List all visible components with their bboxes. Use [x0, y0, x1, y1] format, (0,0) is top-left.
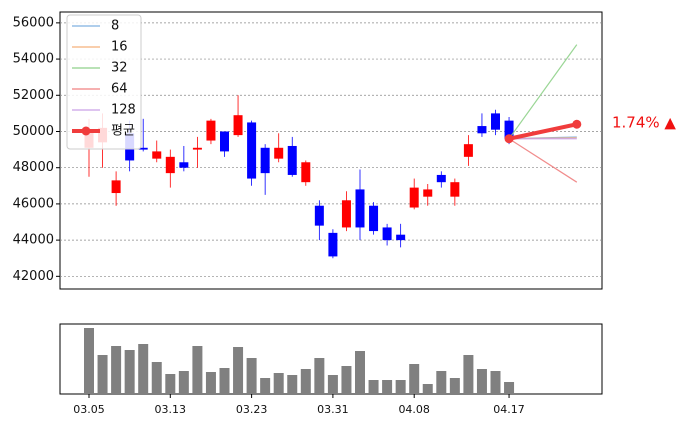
annotation: 1.74% ▲: [612, 114, 676, 132]
candle-body: [287, 145, 297, 175]
legend-marker: [81, 126, 91, 136]
legend-box: [66, 14, 142, 150]
volume-bar: [178, 371, 189, 394]
volume-bar: [382, 380, 393, 394]
volume-bar: [490, 371, 501, 394]
volume-bar: [422, 384, 433, 394]
volume-bar: [476, 369, 487, 394]
volume-bar: [355, 351, 365, 394]
candle-body: [409, 187, 419, 208]
y-tick-label: 52000: [13, 88, 54, 103]
candle-body: [491, 113, 500, 130]
legend-label: 평균: [111, 124, 135, 139]
volume-bar: [463, 355, 474, 394]
candle-body: [341, 200, 351, 228]
candle-body: [436, 174, 446, 183]
projection-point: [504, 134, 514, 144]
y-tick-label: 54000: [13, 52, 54, 67]
volume-bar: [341, 366, 352, 394]
candle-body: [450, 182, 460, 197]
y-tick-label: 46000: [13, 196, 54, 211]
volume-bar: [273, 373, 284, 394]
volume-bar: [260, 378, 271, 394]
volume-bar: [205, 372, 216, 394]
candle-body: [192, 147, 202, 150]
candle-body: [233, 115, 243, 136]
volume-bar: [395, 380, 406, 394]
candle-body: [423, 189, 433, 197]
candle-body: [152, 151, 162, 159]
volume-bar: [219, 368, 230, 394]
candle-body: [301, 162, 311, 183]
volume-bar: [287, 375, 298, 394]
candle-body: [477, 126, 487, 134]
volume-bar: [165, 374, 176, 394]
x-tick-label: 04.17: [493, 403, 525, 416]
projection-line: [508, 122, 578, 141]
volume-bar: [409, 364, 420, 394]
y-tick-label: 56000: [13, 15, 54, 30]
projection-line: [508, 44, 578, 140]
y-tick-label: 44000: [13, 233, 54, 248]
candle-body: [111, 180, 121, 194]
volume-bar: [327, 375, 338, 394]
candle-body: [138, 147, 148, 150]
y-tick-label: 50000: [13, 124, 54, 139]
x-tick-label: 03.05: [73, 403, 105, 416]
volume-bar: [436, 371, 447, 394]
candle-body: [504, 120, 514, 139]
candle-body: [463, 144, 473, 157]
volume-bar: [84, 328, 94, 394]
projection-line: [508, 138, 578, 183]
candle-body: [206, 120, 216, 141]
legend-label: 16: [111, 40, 128, 55]
marks: [84, 44, 582, 394]
volume-bar: [192, 346, 203, 394]
candle-body: [328, 232, 338, 257]
volume-bar: [233, 347, 244, 394]
candle-body: [179, 162, 189, 168]
legend: 8 16 32 64 128 평균: [66, 14, 142, 150]
y-tick-label: 48000: [13, 160, 54, 175]
volume-bar: [300, 369, 311, 394]
candle-body: [274, 147, 284, 159]
volume-bar: [368, 380, 379, 394]
legend-label: 64: [111, 82, 128, 97]
volume-bar: [97, 355, 108, 394]
x-tick-label: 03.23: [236, 403, 268, 416]
candle-body: [369, 205, 379, 232]
volume-bar: [124, 350, 135, 394]
legend-label: 128: [111, 103, 136, 118]
volume-bar: [504, 382, 515, 394]
candle-body: [220, 131, 229, 152]
candle-body: [314, 205, 324, 226]
x-tick-label: 03.13: [155, 403, 187, 416]
candle-body: [165, 156, 175, 174]
price-frame: [59, 11, 603, 290]
candle-body: [396, 234, 406, 241]
volume-bar: [111, 346, 122, 394]
x-tick-label: 04.08: [398, 403, 430, 416]
volume-bar: [246, 358, 257, 394]
candle-body: [247, 122, 257, 179]
volume-bar: [138, 344, 149, 394]
volume-bar: [314, 358, 325, 394]
y-tick-label: 42000: [13, 269, 54, 284]
x-tick-label: 03.31: [317, 403, 349, 416]
legend-label: 8: [111, 19, 119, 34]
candle-body: [355, 189, 365, 228]
candle-body: [382, 227, 392, 241]
volume-bar: [151, 362, 162, 394]
projection-point: [572, 119, 582, 129]
grid: 42000 44000 46000 48000 50000 52000 54000 56000…: [13, 15, 602, 416]
volume-bar: [449, 378, 460, 394]
legend-label: 32: [111, 61, 128, 76]
candle-body: [260, 147, 270, 174]
